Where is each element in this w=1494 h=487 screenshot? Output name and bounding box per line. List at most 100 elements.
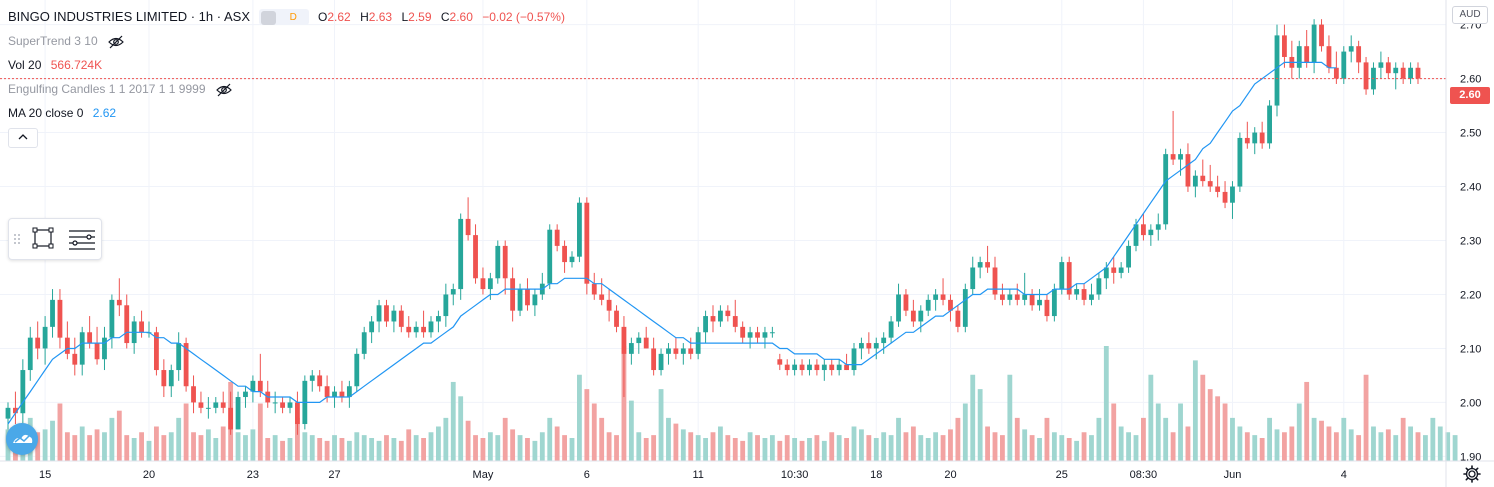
volume-bar xyxy=(1356,435,1362,461)
rectangle-tool-icon[interactable] xyxy=(32,227,54,249)
volume-bar xyxy=(1296,403,1302,461)
volume-bar xyxy=(161,435,167,461)
candle-body xyxy=(324,386,330,398)
candle-body xyxy=(109,299,115,338)
volume-bar xyxy=(116,410,122,461)
candle-body xyxy=(1400,67,1406,79)
badge-a xyxy=(261,10,277,25)
candle-body xyxy=(881,337,887,344)
candle-body xyxy=(732,316,738,327)
volume-bar xyxy=(1029,435,1035,461)
tradingview-logo-glyph xyxy=(13,434,33,443)
x-tick-label: 23 xyxy=(247,469,259,481)
candle-body xyxy=(562,245,567,263)
close-label: C xyxy=(440,10,450,24)
low-value: 2.59 xyxy=(408,10,432,24)
volume-bar xyxy=(235,432,241,461)
candle-body xyxy=(1348,46,1354,52)
volume-bar xyxy=(473,435,478,461)
candle-body xyxy=(116,299,122,306)
ma-legend[interactable]: MA 20 close 0 2.62 xyxy=(8,105,122,121)
candle-body xyxy=(1237,137,1243,187)
candle-body xyxy=(859,343,864,349)
candle-body xyxy=(102,337,107,360)
volume-bar xyxy=(220,426,226,461)
lines-tool-icon[interactable] xyxy=(69,230,95,250)
volume-legend[interactable]: Vol 20 566.724K xyxy=(8,57,108,73)
volume-bar xyxy=(666,417,671,461)
candle-body xyxy=(317,375,323,387)
candle-body xyxy=(243,391,248,398)
volume-bar xyxy=(539,432,545,461)
volume-bar xyxy=(1096,417,1102,461)
volume-bar xyxy=(183,403,189,461)
symbol-title[interactable]: BINGO INDUSTRIES LIMITED · 1h · ASX xyxy=(8,9,250,24)
volume-bar xyxy=(50,420,55,461)
x-tick-label: 27 xyxy=(328,469,340,481)
volume-bar xyxy=(131,438,137,461)
candle-body xyxy=(762,332,768,338)
volume-bar xyxy=(1215,396,1221,461)
volume-bar xyxy=(614,435,619,461)
eye-off-icon[interactable] xyxy=(215,83,233,97)
candle-body xyxy=(725,310,731,317)
volume-bar xyxy=(866,435,872,461)
candle-body xyxy=(1282,35,1287,57)
time-axis[interactable]: 15 20 23 27 May 6 11 10:30 18 20 25 08:30 Jun 4 xyxy=(39,469,1347,481)
volume-bar xyxy=(1319,420,1324,461)
drag-handle-icon[interactable] xyxy=(14,234,20,244)
eye-off-icon[interactable] xyxy=(107,35,125,49)
candle-body xyxy=(1096,278,1102,295)
candle-body xyxy=(183,343,189,387)
candle-body xyxy=(473,235,478,279)
engulfing-legend[interactable]: Engulfing Candles 1 1 2017 1 1 9999 xyxy=(8,81,233,97)
collapse-legend-button[interactable] xyxy=(8,128,38,148)
candle-body xyxy=(309,375,315,381)
candle-body xyxy=(643,337,649,349)
chevron-up-icon xyxy=(18,134,28,140)
candle-body xyxy=(280,402,285,408)
candle-body xyxy=(450,289,456,295)
candle-body xyxy=(1408,67,1413,79)
candle-body xyxy=(502,245,508,279)
volume-bar xyxy=(406,429,412,461)
volume-bar xyxy=(72,435,78,461)
volume-bar xyxy=(302,432,308,461)
candle-body xyxy=(577,202,582,257)
candle-body xyxy=(346,386,352,398)
volume-bar xyxy=(87,435,93,461)
volume-bar xyxy=(94,429,100,461)
volume-bar xyxy=(910,426,916,461)
volume-bar xyxy=(168,432,174,461)
currency-label[interactable]: AUD xyxy=(1452,6,1488,24)
volume-bar xyxy=(562,435,567,461)
supertrend-legend[interactable]: SuperTrend 3 10 xyxy=(8,33,125,49)
volume-bar xyxy=(584,389,590,461)
change-value: −0.02 (−0.57%) xyxy=(482,10,565,24)
volume-bar xyxy=(1304,381,1310,461)
volume-bar xyxy=(1252,435,1258,461)
volume-bar xyxy=(903,432,909,461)
candle-body xyxy=(1215,186,1221,192)
volume-bar xyxy=(413,435,419,461)
candle-body xyxy=(443,294,449,317)
volume-bar xyxy=(35,432,41,461)
settings-gear-icon[interactable] xyxy=(1462,464,1482,484)
candle-body xyxy=(124,305,130,344)
volume-bar xyxy=(1178,403,1183,461)
candle-body xyxy=(50,299,55,327)
candle-body xyxy=(413,326,419,333)
candle-body xyxy=(213,402,219,408)
volume-bar xyxy=(807,438,812,461)
volume-bar xyxy=(636,432,642,461)
volume-bar xyxy=(369,438,375,461)
volume-bar xyxy=(851,426,857,461)
open-value: 2.62 xyxy=(327,10,351,24)
volume-bar xyxy=(1363,374,1369,461)
volume-bar xyxy=(1408,426,1413,461)
candle-body xyxy=(977,262,983,268)
volume-bar xyxy=(79,426,85,461)
price-axis[interactable]: 1.902.002.102.202.302.402.502.602.70 xyxy=(1460,20,1481,464)
tradingview-logo-icon[interactable] xyxy=(6,423,38,455)
